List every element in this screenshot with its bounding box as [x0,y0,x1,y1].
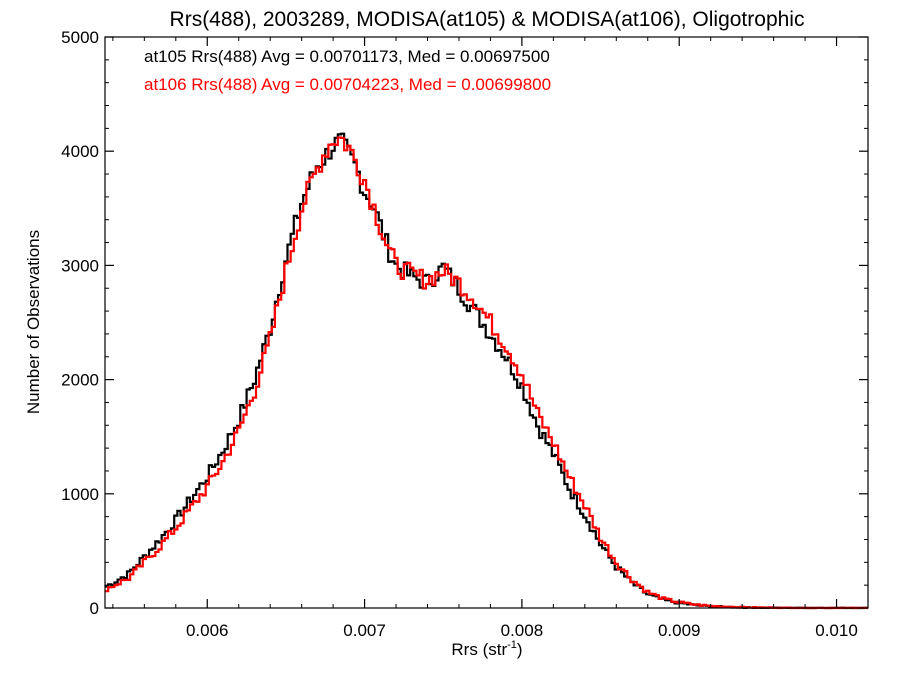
series-2-line [105,136,868,610]
annotations: at105 Rrs(488) Avg = 0.00701173, Med = 0… [144,47,551,94]
x-tick-label: 0.009 [658,621,701,640]
x-tick-label: 0.010 [815,621,858,640]
chart-title: Rrs(488), 2003289, MODISA(at105) & MODIS… [170,8,805,31]
x-axis-label-base: Rrs (str [451,640,507,659]
series-1-line [105,132,868,610]
y-tick-label: 2000 [61,371,99,390]
y-tick-label: 0 [90,599,99,618]
y-tick-label: 1000 [61,485,99,504]
x-axis-label-close: ) [517,640,523,659]
y-tick-label: 4000 [61,142,99,161]
x-tick-label: 0.006 [186,621,229,640]
y-tick-label: 5000 [61,28,99,47]
series-layer [105,132,868,610]
y-tick-label: 3000 [61,256,99,275]
axis-ticks: 0.006 0.007 0.008 0.009 0.010 0 1000 2000 3000 40… [61,28,868,640]
annotation-1: at105 Rrs(488) Avg = 0.00701173, Med = 0… [144,47,550,66]
x-tick-label: 0.008 [501,621,544,640]
x-axis-label-sup: -1 [507,639,517,651]
annotation-2: at106 Rrs(488) Avg = 0.00704223, Med = 0… [144,75,551,94]
x-axis-label: Rrs (str-1) [451,639,522,659]
x-tick-label: 0.007 [343,621,386,640]
plot-frame [104,36,869,609]
y-axis-label: Number of Observations [24,230,43,414]
